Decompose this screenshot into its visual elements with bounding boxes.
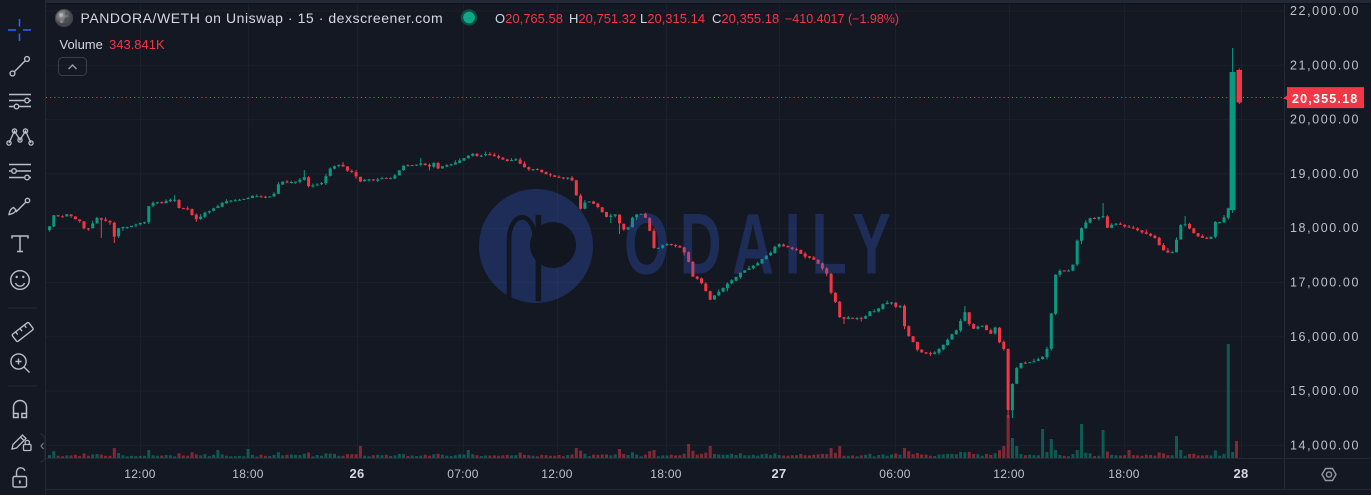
svg-text:22,000.00: 22,000.00 <box>1290 4 1360 18</box>
svg-text:12:00: 12:00 <box>541 467 573 481</box>
svg-text:343.841K: 343.841K <box>109 37 165 52</box>
svg-text:21,000.00: 21,000.00 <box>1290 58 1360 72</box>
svg-text:18,000.00: 18,000.00 <box>1290 221 1360 235</box>
svg-text:−410.4017: −410.4017 <box>785 12 844 26</box>
svg-text:12:00: 12:00 <box>124 467 156 481</box>
svg-text:H20,751.32: H20,751.32 <box>569 11 636 26</box>
svg-text:20,000.00: 20,000.00 <box>1290 113 1360 127</box>
svg-text:Volume: Volume <box>60 37 103 52</box>
svg-text:14,000.00: 14,000.00 <box>1290 438 1360 452</box>
svg-text:15,000.00: 15,000.00 <box>1290 384 1360 398</box>
svg-text:07:00: 07:00 <box>447 467 479 481</box>
svg-text:27: 27 <box>771 466 786 481</box>
svg-text:(−1.98%): (−1.98%) <box>848 12 899 26</box>
svg-text:18:00: 18:00 <box>1108 467 1140 481</box>
svg-text:12:00: 12:00 <box>993 467 1025 481</box>
svg-text:PANDORA/WETH on Uniswap · 15 ·: PANDORA/WETH on Uniswap · 15 · dexscreen… <box>81 10 444 26</box>
svg-text:28: 28 <box>1233 466 1248 481</box>
svg-text:16,000.00: 16,000.00 <box>1290 330 1360 344</box>
svg-text:06:00: 06:00 <box>879 467 911 481</box>
svg-text:18:00: 18:00 <box>650 467 682 481</box>
svg-text:19,000.00: 19,000.00 <box>1290 167 1360 181</box>
svg-text:C20,355.18: C20,355.18 <box>712 11 779 26</box>
svg-text:18:00: 18:00 <box>232 467 264 481</box>
svg-text:26: 26 <box>349 466 364 481</box>
svg-text:L20,315.14: L20,315.14 <box>640 11 705 26</box>
svg-text:ODAILY: ODAILY <box>624 196 901 292</box>
svg-text:O20,765.58: O20,765.58 <box>495 11 563 26</box>
svg-text:20,355.18: 20,355.18 <box>1292 92 1358 106</box>
svg-text:17,000.00: 17,000.00 <box>1290 276 1360 290</box>
